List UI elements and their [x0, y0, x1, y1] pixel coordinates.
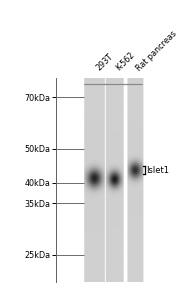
Bar: [126, 78, 142, 282]
Text: K-562: K-562: [114, 50, 136, 73]
Bar: [84, 78, 104, 282]
Text: 293T: 293T: [94, 52, 114, 73]
Bar: [105, 78, 123, 282]
Text: Rat pancreas: Rat pancreas: [134, 29, 178, 73]
Text: Islet1: Islet1: [146, 166, 169, 175]
